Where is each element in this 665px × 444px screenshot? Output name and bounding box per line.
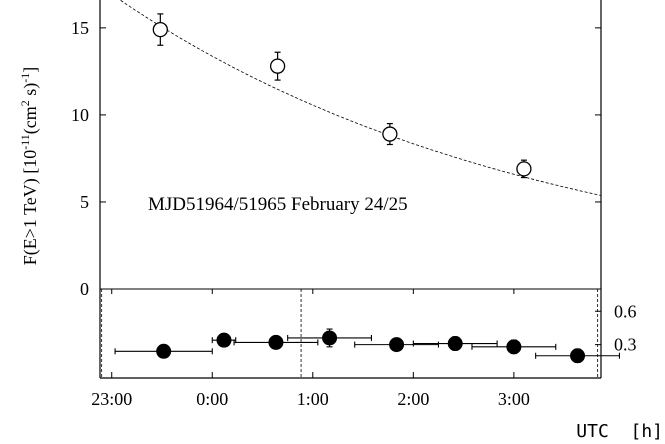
axis-ticks bbox=[100, 27, 601, 378]
hardness-point bbox=[389, 337, 405, 353]
data-point bbox=[152, 21, 168, 38]
y2-tick-label: 0.6 bbox=[614, 301, 637, 321]
y-tick-label: 0 bbox=[80, 279, 89, 299]
y2-tick-label: 0.3 bbox=[614, 335, 637, 355]
x-tick-label: 3:00 bbox=[498, 389, 530, 409]
plot-frame bbox=[99, 0, 602, 379]
annotation: MJD51964/51965 February 24/25 bbox=[148, 194, 408, 215]
x-tick-label: 2:00 bbox=[397, 389, 429, 409]
data-point bbox=[382, 126, 398, 142]
upper-panel-points bbox=[152, 13, 532, 179]
night-boundary-lines bbox=[101, 289, 599, 378]
y-tick-label: 15 bbox=[71, 18, 89, 38]
x-tick-label: 23:00 bbox=[91, 389, 132, 409]
x-tick-label: 1:00 bbox=[297, 389, 329, 409]
tick-labels: 23:00 0:00 1:00 2:00 3:00 0 5 10 15 0.3 0.6 bbox=[71, 18, 637, 409]
hardness-point bbox=[447, 336, 463, 352]
hardness-point bbox=[570, 348, 586, 364]
data-point bbox=[516, 161, 532, 177]
hardness-point bbox=[268, 334, 284, 350]
y-axis-label: F(E>1 TeV) [10-11(cm2 s)-1] bbox=[18, 67, 41, 266]
lower-panel-points bbox=[114, 328, 620, 364]
fit-curve bbox=[119, 0, 602, 196]
data-point bbox=[269, 58, 286, 74]
y-tick-label: 5 bbox=[80, 192, 89, 212]
hardness-point bbox=[156, 343, 172, 359]
hardness-point bbox=[216, 332, 232, 348]
hardness-point bbox=[506, 339, 522, 355]
x-axis-label: UTC [h] bbox=[576, 421, 663, 442]
hardness-point bbox=[322, 330, 338, 346]
x-tick-label: 0:00 bbox=[196, 389, 228, 409]
y-tick-label: 10 bbox=[71, 105, 89, 125]
